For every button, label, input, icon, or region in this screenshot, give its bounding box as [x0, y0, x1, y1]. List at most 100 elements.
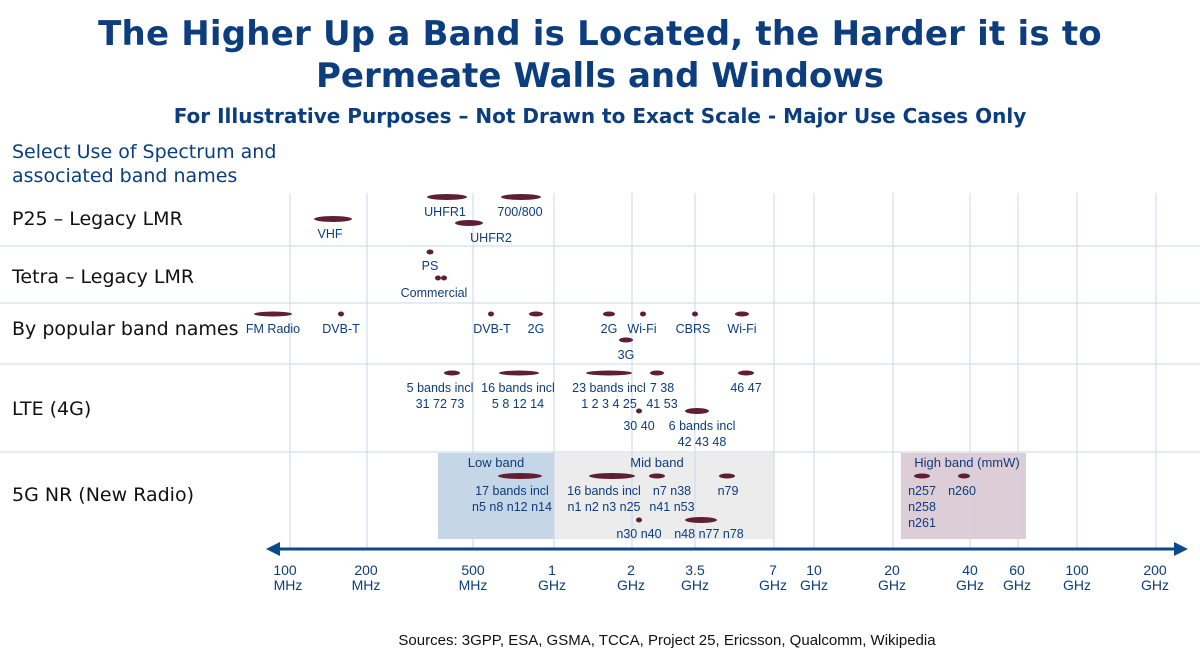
intro-line-1: Select Use of Spectrum and [12, 141, 277, 163]
band-ellipse-nr-n48-n77 [685, 517, 717, 523]
band-label: 31 72 73 [416, 397, 465, 411]
axis-tick-unit: GHz [956, 577, 984, 593]
band-label: CBRS [676, 322, 711, 336]
band-ellipse-nr-n7-n38 [649, 473, 665, 479]
band-label: 3G [618, 348, 635, 362]
band-label: UHFR2 [470, 231, 512, 245]
axis-tick-value: 2 [627, 562, 635, 578]
axis-tick-value: 40 [962, 562, 978, 578]
band-label: 46 47 [730, 381, 761, 395]
band-label: 5 8 12 14 [492, 397, 544, 411]
band-label: n7 n38 [653, 484, 691, 498]
axis-tick-value: 500 [461, 562, 485, 578]
band-label: Wi-Fi [627, 322, 656, 336]
band-ellipse-700-800 [501, 194, 541, 200]
band-ellipse-lte-46-47 [738, 370, 754, 376]
band-label: 2G [528, 322, 545, 336]
band-label: n258 [908, 500, 936, 514]
band-ellipse-nr-n30-n40 [636, 517, 642, 523]
band-label: 5 bands incl [407, 381, 474, 395]
band-ellipse-lte-5-8-12-14 [499, 370, 539, 376]
axis-tick-unit: GHz [800, 577, 828, 593]
axis-tick-unit: GHz [759, 577, 787, 593]
vertical-gridlines [289, 193, 1157, 548]
axis-tick-value: 100 [1065, 562, 1089, 578]
axis-tick-unit: GHz [681, 577, 709, 593]
axis-arrow-right-icon [1174, 542, 1188, 556]
band-label: 16 bands incl [567, 484, 641, 498]
axis-tick-value: 3.5 [685, 562, 705, 578]
band-label: 17 bands incl [475, 484, 549, 498]
band-ellipse-2g-low [529, 311, 543, 317]
band-label: n79 [718, 484, 739, 498]
band-label: 30 40 [623, 419, 654, 433]
high-band-region [901, 453, 1026, 539]
band-ellipses [254, 194, 970, 523]
band-label: n1 n2 n3 n25 [568, 500, 641, 514]
row-label-lte: LTE (4G) [12, 398, 92, 420]
band-label: 6 bands incl [669, 419, 736, 433]
axis-tick-unit: GHz [1063, 577, 1091, 593]
row-label-popular: By popular band names [12, 318, 239, 340]
sources-note: Sources: 3GPP, ESA, GSMA, TCCA, Project … [398, 632, 936, 649]
band-label: Wi-Fi [727, 322, 756, 336]
band-label: n261 [908, 516, 936, 530]
band-ellipse-nr-n1-n2 [589, 473, 635, 479]
axis-tick-value: 100 [273, 562, 297, 578]
band-label: DVB-T [473, 322, 511, 336]
band-ellipse-lte-31-72-73 [444, 370, 460, 376]
axis-tick-labels: 100 MHz 200 MHz 500 MHz 1 GHz 2 GHz 3.5 … [273, 562, 1169, 593]
row-label-5g-nr: 5G NR (New Radio) [12, 484, 195, 506]
intro-text: Select Use of Spectrum and associated ba… [12, 140, 276, 188]
band-ellipse-nr-n260 [958, 473, 970, 479]
axis-tick-unit: GHz [538, 577, 566, 593]
mid-band-label: Mid band [630, 455, 683, 470]
axis-tick-unit: MHz [274, 577, 303, 593]
band-ellipse-uhfr1 [427, 194, 467, 200]
band-ellipse-nr-n5-n8 [498, 473, 542, 479]
axis-arrow-left-icon [266, 542, 280, 556]
axis-tick-unit: MHz [352, 577, 381, 593]
band-label: n260 [948, 484, 976, 498]
axis-tick-value: 200 [354, 562, 378, 578]
band-label: 41 53 [646, 397, 677, 411]
axis-tick-unit: GHz [617, 577, 645, 593]
band-label: 7 38 [650, 381, 674, 395]
band-label: 700/800 [497, 205, 542, 219]
row-label-p25: P25 – Legacy LMR [12, 208, 183, 230]
band-label: PS [422, 259, 439, 273]
axis-tick-unit: GHz [1003, 577, 1031, 593]
band-ellipse-vhf [314, 216, 352, 222]
axis-tick-unit: GHz [1141, 577, 1169, 593]
band-ellipse-lte-30-40 [636, 408, 642, 414]
band-label: n257 [908, 484, 936, 498]
band-ellipse-fm-radio [254, 311, 292, 317]
band-label: n30 n40 [616, 527, 661, 541]
band-label: Commercial [401, 286, 468, 300]
band-label: 42 43 48 [678, 435, 727, 449]
band-label: 16 bands incl [481, 381, 555, 395]
band-ellipse-commercial-b [441, 275, 447, 281]
band-ellipse-cbrs [692, 311, 698, 317]
band-label: VHF [318, 227, 343, 241]
band-label: DVB-T [322, 322, 360, 336]
band-ellipse-uhfr2 [455, 220, 483, 226]
band-ellipse-lte-7-38 [650, 370, 664, 376]
axis-tick-unit: MHz [459, 577, 488, 593]
band-ellipse-wifi-5 [735, 311, 749, 317]
band-label: 1 2 3 4 25 [581, 397, 637, 411]
band-label: FM Radio [246, 322, 300, 336]
band-ellipse-lte-42-43-48 [685, 408, 709, 414]
axis-tick-value: 20 [884, 562, 900, 578]
band-label: n5 n8 n12 n14 [472, 500, 552, 514]
mid-band-region [554, 453, 774, 539]
axis-tick-unit: GHz [878, 577, 906, 593]
axis-tick-value: 10 [806, 562, 822, 578]
title-line-2: Permeate Walls and Windows [316, 56, 884, 96]
axis-tick-value: 60 [1009, 562, 1025, 578]
band-ellipse-dvb-t-uhf [488, 311, 494, 317]
band-ellipse-nr-n257 [914, 473, 930, 479]
row-label-tetra: Tetra – Legacy LMR [12, 266, 195, 288]
axis-tick-value: 1 [548, 562, 556, 578]
